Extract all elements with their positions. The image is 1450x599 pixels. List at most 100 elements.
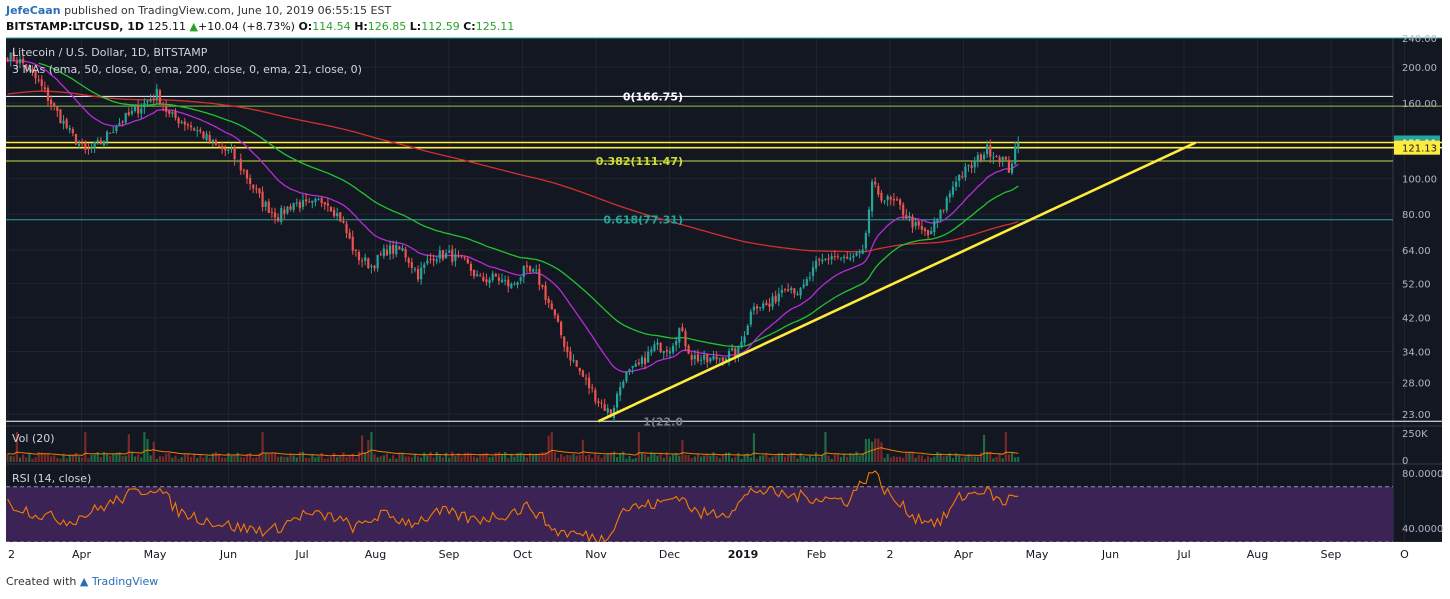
volume-bar xyxy=(902,457,905,462)
volume-bar xyxy=(724,452,728,462)
volume-bar xyxy=(410,457,413,462)
volume-bar xyxy=(746,453,749,462)
time-tick-label: Apr xyxy=(72,548,92,561)
volume-bar xyxy=(491,456,494,462)
candle-body xyxy=(460,255,463,257)
volume-bar xyxy=(836,453,839,462)
candle-body xyxy=(53,103,56,106)
candle-body xyxy=(292,203,295,211)
volume-bar xyxy=(152,441,155,462)
candle-body xyxy=(765,302,768,306)
time-tick-label: Aug xyxy=(365,548,386,561)
candle-body xyxy=(588,377,591,389)
volume-bar xyxy=(982,435,986,462)
candle-body xyxy=(34,70,37,79)
low-label: L: xyxy=(409,20,422,33)
candle-body xyxy=(992,157,995,159)
volume-bar xyxy=(886,453,889,462)
volume-bar xyxy=(50,456,53,462)
candle-body xyxy=(410,262,413,268)
volume-bar xyxy=(333,452,336,462)
time-axis[interactable]: 2 Apr May Jun Jul Aug Sep Oct Nov Dec 2019 Feb 2 Apr M… xyxy=(6,542,1442,568)
volume-bar xyxy=(388,458,392,462)
candle-body xyxy=(298,202,301,209)
candle-body xyxy=(46,88,50,101)
volume-bar xyxy=(9,456,12,462)
trendline[interactable] xyxy=(597,141,1197,423)
volume-bar xyxy=(115,452,118,462)
candle-body xyxy=(497,277,501,281)
volume-bar xyxy=(379,456,382,462)
candle-body xyxy=(609,409,612,417)
volume-bar xyxy=(407,456,410,462)
rsi-label: RSI (14, close) xyxy=(12,472,91,485)
price-change: +10.04 (+8.73%) xyxy=(197,20,295,33)
candle-body xyxy=(395,244,398,255)
volume-bar xyxy=(196,458,199,462)
candle-body xyxy=(267,201,270,213)
volume-bar xyxy=(824,432,827,462)
time-tick-label: Oct xyxy=(513,548,533,561)
candle-body xyxy=(597,401,600,404)
candle-body xyxy=(451,249,454,262)
candle-body xyxy=(634,363,637,367)
candle-body xyxy=(233,146,236,160)
volume-bar xyxy=(917,455,920,462)
tradingview-brand[interactable]: TradingView xyxy=(91,575,159,588)
volume-bar xyxy=(643,454,647,462)
volume-bar xyxy=(87,458,90,462)
price-badge xyxy=(1394,140,1440,155)
author-name[interactable]: JefeCaan xyxy=(6,4,61,17)
candle-body xyxy=(81,143,84,145)
candle-body xyxy=(354,250,357,252)
price-axis[interactable]: 240.00 200.00 160.00 100.00 80.00 64.00 52.00 4… xyxy=(1394,34,1440,421)
candle-body xyxy=(423,264,426,268)
candle-body xyxy=(90,147,93,149)
candle-body xyxy=(951,186,955,195)
candle-body xyxy=(264,201,267,207)
time-tick-label: May xyxy=(1026,548,1049,561)
candle-body xyxy=(905,215,908,219)
volume-bar xyxy=(367,439,370,462)
volume-bar xyxy=(143,432,146,462)
volume-bar xyxy=(137,454,140,462)
volume-bar xyxy=(457,453,460,462)
volume-bar xyxy=(510,453,513,462)
candle-body xyxy=(1001,156,1004,162)
volume-bar xyxy=(112,453,115,462)
candle-body xyxy=(407,258,410,263)
candle-body xyxy=(398,246,401,250)
candle-body xyxy=(895,199,899,201)
candle-body xyxy=(426,260,429,264)
volume-bar xyxy=(525,457,528,462)
candle-body xyxy=(883,200,886,202)
candle-body xyxy=(485,279,488,283)
price-tick-label: 42.00 xyxy=(1402,314,1431,325)
volume-bar xyxy=(255,457,258,462)
candle-body xyxy=(1004,156,1007,160)
volume-bar xyxy=(280,456,283,462)
volume-bar xyxy=(102,451,106,462)
candle-body xyxy=(388,245,392,255)
volume-ma-line xyxy=(7,447,1019,457)
volume-bar xyxy=(622,451,625,462)
close-label: C: xyxy=(463,20,476,33)
candle-body xyxy=(336,213,339,217)
volume-bar xyxy=(516,452,519,462)
volume-bar xyxy=(295,457,298,462)
candle-body xyxy=(239,159,242,171)
volume-bar xyxy=(628,455,631,462)
volume-bar xyxy=(597,454,600,462)
candle-body xyxy=(168,110,171,114)
candle-body xyxy=(360,260,364,262)
candle-body xyxy=(519,277,522,281)
candle-body xyxy=(631,365,634,368)
support-trendline[interactable] xyxy=(597,141,1197,423)
volume-bar xyxy=(594,452,597,462)
volume-bar xyxy=(731,458,734,462)
candle-body xyxy=(252,184,255,189)
volume-bar xyxy=(528,453,532,462)
candle-body xyxy=(171,112,174,114)
candle-body xyxy=(109,132,112,134)
